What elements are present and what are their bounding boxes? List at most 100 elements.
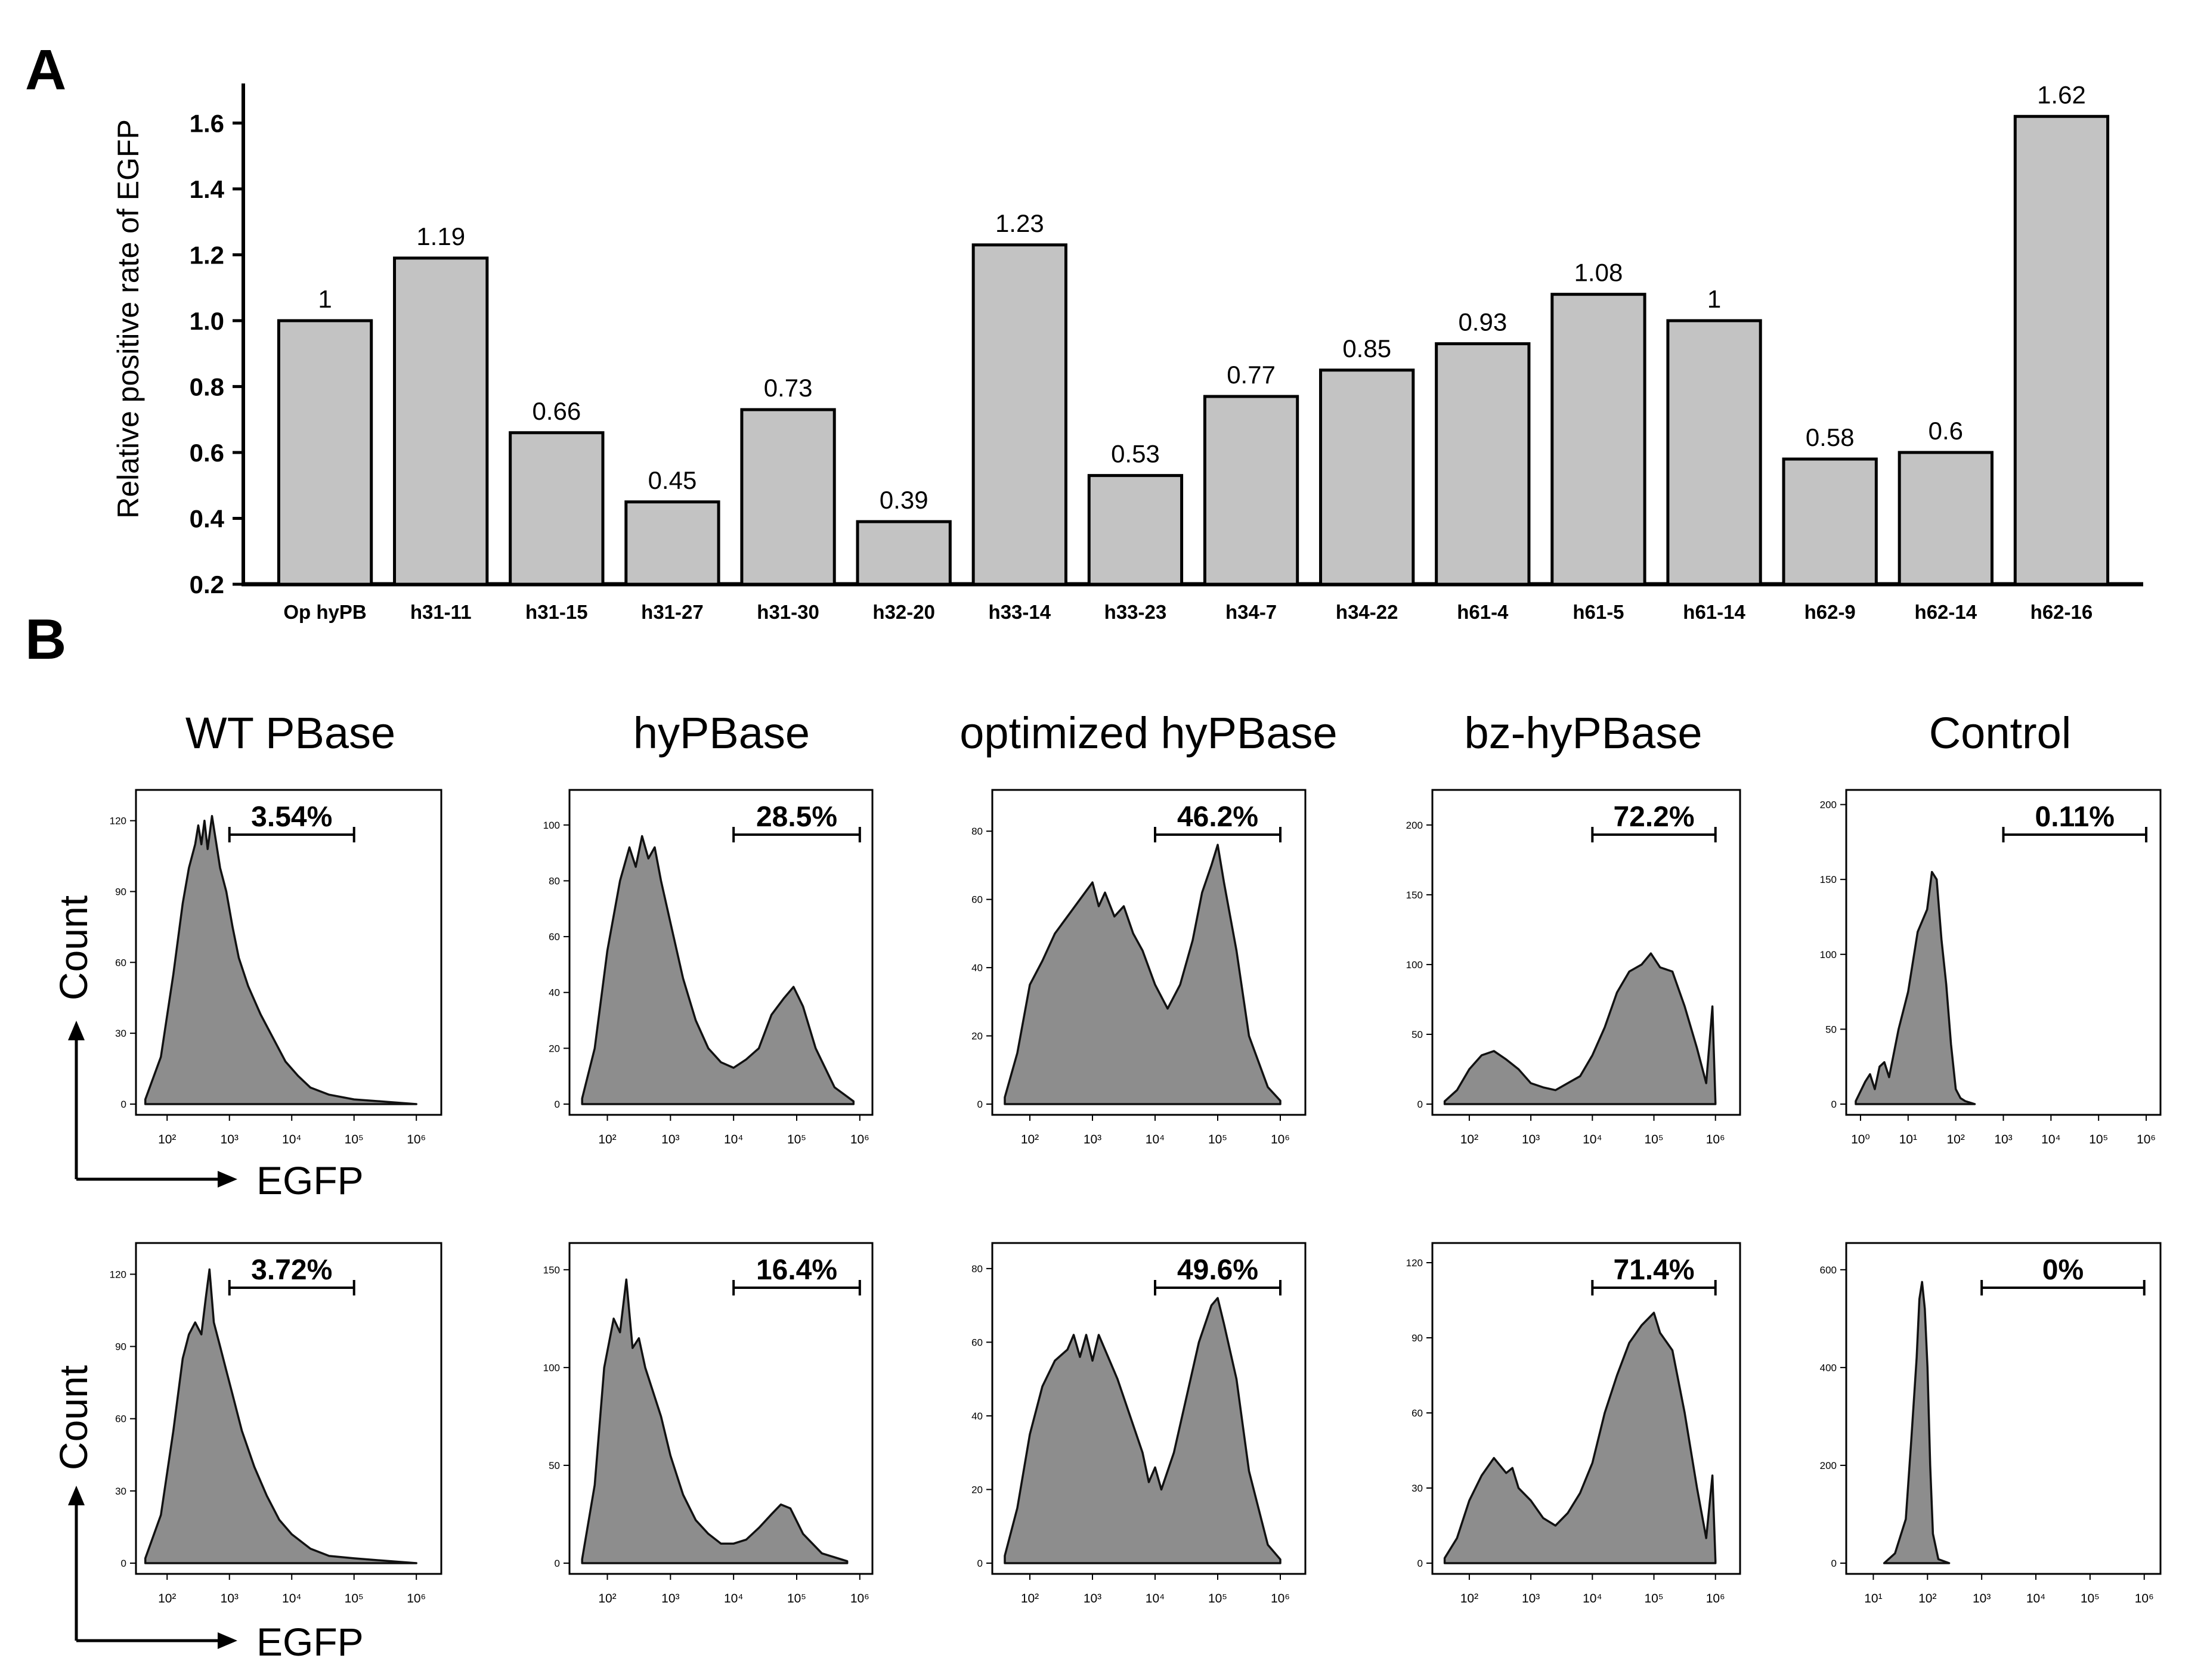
hist-x-tick-label: 10³	[221, 1592, 239, 1605]
bar-data-label: 0.6	[1929, 417, 1963, 445]
hist-y-tick-label: 0	[555, 1099, 560, 1110]
bar-h31-15	[509, 431, 605, 586]
bar-data-label: 0.39	[880, 486, 928, 514]
hist-y-tick-label: 100	[1820, 949, 1837, 960]
histogram-frame	[568, 1242, 874, 1575]
hist-x-tick-label: 10⁵	[1208, 1592, 1227, 1605]
hist-y-tick-label: 150	[543, 1264, 560, 1276]
bar-data-label: 0.93	[1458, 308, 1507, 336]
bar-data-label: 1.19	[416, 222, 465, 250]
bar-data-label: 0.53	[1111, 440, 1160, 468]
hist-y-tick-label: 60	[971, 894, 983, 906]
hist-y-tick-label: 100	[1406, 959, 1423, 971]
hist-y-tick-label: 20	[549, 1043, 560, 1054]
bar-h61-4	[1435, 342, 1531, 586]
bar-y-tick-label: 1.0	[190, 307, 224, 335]
bar-chart-y-ticks: 0.2 0.4 0.6 0.8 1.0 1.2 1.4 1.6	[190, 109, 243, 599]
bar-category-label: h31-27	[641, 601, 704, 623]
hist-x-tick-label: 10³	[1973, 1592, 1991, 1605]
bar-chart-bars	[277, 114, 2110, 586]
bar-y-tick-label: 0.6	[190, 439, 224, 467]
bar-data-label: 1	[318, 285, 332, 313]
hist-x-tick-label: 10⁶	[2135, 1592, 2154, 1605]
hist-y-tick-label: 20	[971, 1031, 983, 1042]
hist-y-tick-label: 40	[549, 987, 560, 999]
hist-x-tick-label: 10⁵	[2089, 1133, 2108, 1146]
hist-x-tick-label: 10⁴	[2026, 1592, 2045, 1605]
hist-x-tick-label: 10⁴	[1146, 1133, 1165, 1146]
hist-x-tick-label: 10⁴	[282, 1133, 301, 1146]
hist-y-tick-label: 0	[1417, 1558, 1423, 1569]
hist-x-tick-label: 10²	[158, 1592, 176, 1605]
hist-y-tick-label: 20	[971, 1484, 983, 1495]
histogram-grid: 0 30 60 90 120 10² 10³ 10⁴ 10⁵ 10⁶ 3.54% 0 20 40 60 80 1…	[110, 789, 2162, 1605]
hist-x-tick-label: 10⁶	[1706, 1133, 1725, 1146]
bar-h34-22	[1319, 368, 1415, 586]
hist-x-tick-label: 10⁴	[1583, 1133, 1602, 1146]
histogram-panel: 0 50 100 150 200 10⁰ 10¹ 10² 10³ 10⁴ 10⁵ 10⁶ 0.11%	[1820, 789, 2162, 1146]
hist-y-tick-label: 600	[1820, 1264, 1837, 1276]
histogram-panel: 0 200 400 600 10¹ 10² 10³ 10⁴ 10⁵ 10⁶ 0%	[1820, 1242, 2162, 1605]
column-title-hypbase: hyPBase	[633, 708, 810, 758]
bar-chart-data-labels: 1 1.19 0.66 0.45 0.73 0.39 1.23 0.53 0.77 0.85 0.9…	[318, 80, 2085, 514]
hist-x-tick-label: 10⁵	[1644, 1592, 1663, 1605]
hist-x-tick-label: 10⁶	[850, 1133, 869, 1146]
hist-y-tick-label: 80	[971, 1263, 983, 1275]
hist-y-tick-label: 200	[1820, 1460, 1837, 1471]
histogram-frame	[135, 1242, 442, 1575]
egfp-arrowhead-bottom	[218, 1632, 237, 1649]
hist-y-tick-label: 0	[1831, 1099, 1837, 1110]
bar-y-tick-label: 1.6	[190, 109, 224, 137]
histogram-area	[1443, 1312, 1717, 1564]
histogram-panel: 0 20 40 60 80 10² 10³ 10⁴ 10⁵ 10⁶ 46.2%	[971, 789, 1307, 1146]
hist-y-tick-label: 200	[1406, 820, 1423, 831]
bar-category-label: h62-14	[1915, 601, 1977, 623]
histogram-frame	[1431, 1242, 1741, 1575]
bar-y-tick-label: 1.2	[190, 241, 224, 269]
gate-percentage: 0.11%	[2035, 801, 2115, 833]
hist-y-tick-label: 90	[115, 886, 126, 897]
hist-y-tick-label: 50	[1825, 1024, 1837, 1035]
hist-x-tick-label: 10⁴	[724, 1592, 743, 1605]
bar-chart-category-labels: Op hyPB h31-11 h31-15 h31-27 h31-30 h32-20 h33…	[283, 601, 2093, 623]
gate-percentage: 3.54%	[251, 801, 332, 833]
hist-y-tick-label: 0	[121, 1099, 126, 1110]
histogram-area	[581, 835, 855, 1105]
gate-percentage: 71.4%	[1613, 1254, 1694, 1286]
histogram-panel: 0 50 100 150 200 10² 10³ 10⁴ 10⁵ 10⁶ 72.2%	[1406, 789, 1741, 1146]
hist-x-tick-label: 10⁵	[1208, 1133, 1227, 1146]
histogram-frame	[135, 789, 442, 1116]
hist-x-tick-label: 10⁶	[407, 1133, 426, 1146]
histogram-panel: 0 50 100 150 10² 10³ 10⁴ 10⁵ 10⁶ 16.4%	[543, 1242, 874, 1605]
hist-y-tick-label: 50	[1412, 1029, 1423, 1040]
histogram-frame	[991, 1242, 1307, 1575]
hist-y-tick-label: 150	[1406, 889, 1423, 901]
gate-percentage: 28.5%	[756, 801, 837, 833]
histogram-area	[581, 1278, 849, 1564]
hist-x-tick-label: 10⁴	[2041, 1133, 2060, 1146]
hist-x-tick-label: 10³	[661, 1592, 679, 1605]
bar-category-label: h34-7	[1225, 601, 1277, 623]
hist-y-tick-label: 40	[971, 1411, 983, 1422]
hist-y-tick-label: 60	[1412, 1408, 1423, 1419]
bar-data-label: 0.73	[764, 374, 813, 402]
hist-y-tick-label: 80	[549, 875, 560, 887]
bar-data-label: 0.77	[1227, 361, 1276, 389]
bar-category-label: Op hyPB	[283, 601, 366, 623]
bar-category-label: h31-11	[410, 601, 472, 623]
bar-data-label: 0.58	[1806, 423, 1855, 451]
egfp-arrowhead-top	[218, 1171, 237, 1188]
hist-x-tick-label: 10²	[1918, 1592, 1936, 1605]
gate-percentage: 46.2%	[1177, 801, 1258, 833]
hist-x-tick-label: 10⁵	[787, 1133, 806, 1146]
histogram-panel: 0 20 40 60 80 100 10² 10³ 10⁴ 10⁵ 10⁶ 28.5%	[543, 789, 874, 1146]
hist-x-tick-label: 10³	[661, 1133, 679, 1146]
bar-h62-14	[1898, 451, 1994, 586]
hist-y-tick-label: 120	[110, 816, 126, 827]
bar-h61-5	[1550, 293, 1646, 586]
hist-y-tick-label: 120	[110, 1269, 126, 1280]
bar-h62-16	[2013, 114, 2110, 586]
gate-percentage: 3.72%	[251, 1254, 332, 1286]
histogram-area	[144, 1268, 417, 1564]
hist-x-tick-label: 10²	[1946, 1133, 1964, 1146]
